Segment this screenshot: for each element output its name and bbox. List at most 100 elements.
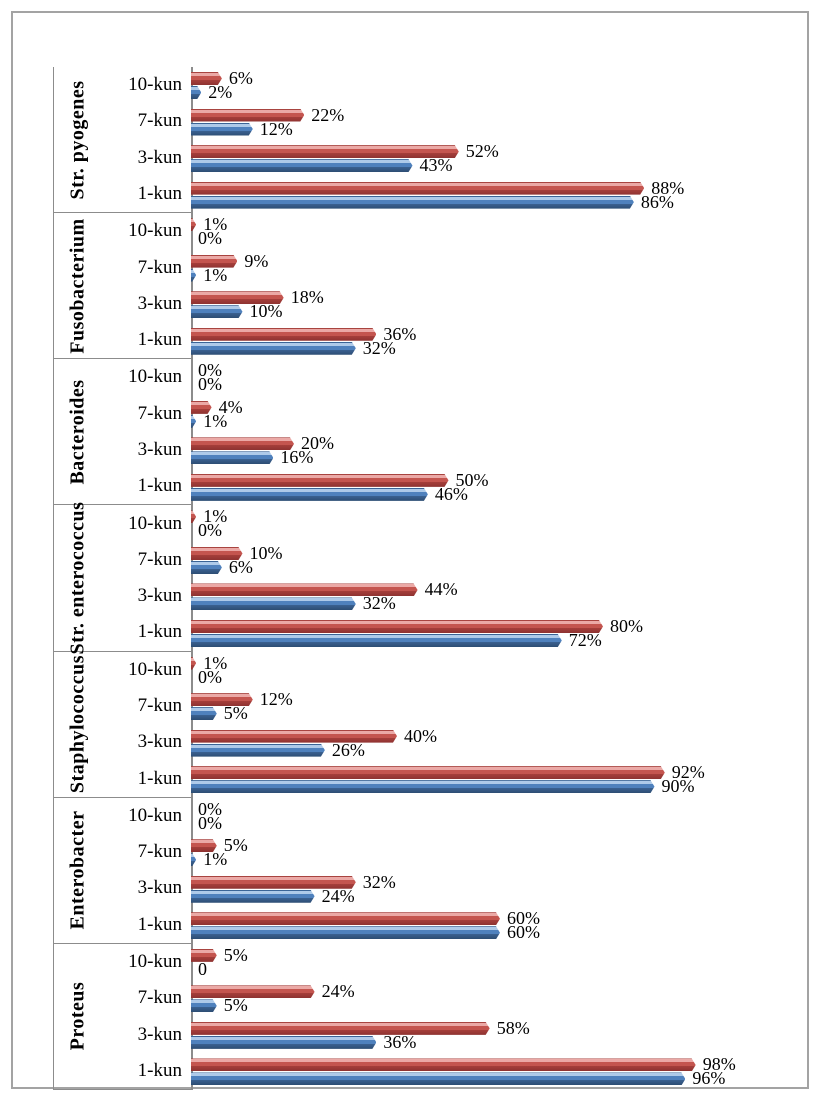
blue-bar xyxy=(191,488,428,501)
category-label: 3-kun xyxy=(137,731,182,753)
red-bar xyxy=(191,876,356,889)
red-value-label: 1% xyxy=(203,506,228,527)
blue-bar xyxy=(191,780,655,793)
group-label: Proteus xyxy=(66,982,89,1051)
category-label: 7-kun xyxy=(137,841,182,863)
plot-area: 1% 0% 10% 6% 44% 32% 80% 72% xyxy=(191,505,795,651)
blue-bar xyxy=(191,415,196,428)
blue-bar xyxy=(191,451,273,464)
red-value-label: 22% xyxy=(311,104,345,125)
red-bar xyxy=(191,218,196,231)
blue-bar xyxy=(191,853,196,866)
category-label: 7-kun xyxy=(137,256,182,278)
red-value-label: 5% xyxy=(223,944,248,965)
red-bar xyxy=(191,291,284,304)
blue-value-label: 24% xyxy=(321,885,355,906)
red-value-label: 50% xyxy=(455,469,489,490)
bar-pair-row: 44% 32% xyxy=(191,578,795,615)
red-value-label: 18% xyxy=(290,287,324,308)
chart-outer-frame: Str. pyogenes 10-kun 7-kun 3-kun 1-kun 6% 2% 22… xyxy=(11,11,809,1090)
red-bar xyxy=(191,657,196,670)
red-value-label: 58% xyxy=(496,1017,530,1038)
blue-value-label: 1% xyxy=(203,849,228,870)
blue-value-label: 1% xyxy=(203,410,228,431)
red-bar xyxy=(191,72,222,85)
red-bar xyxy=(191,145,459,158)
category-label: 3-kun xyxy=(137,146,182,168)
red-value-label: 12% xyxy=(259,689,293,710)
red-value-label: 52% xyxy=(465,141,499,162)
plot-area: 5% 0 24% 5% 58% 36% 98% 96% xyxy=(191,944,795,1090)
group-label-cell: Fusobacterium 10-kun 7-kun 3-kun 1-kun xyxy=(53,213,191,360)
blue-value-label: 43% xyxy=(419,155,453,176)
red-value-label: 1% xyxy=(203,652,228,673)
blue-value-label: 0% xyxy=(198,666,222,687)
red-value-label: 20% xyxy=(301,433,334,454)
category-label: 3-kun xyxy=(137,877,182,899)
plot-area: 6% 2% 22% 12% 52% 43% 88% 86% xyxy=(191,67,795,213)
bar-pair-row: 1% 0% xyxy=(191,213,795,250)
red-value-label: 4% xyxy=(218,396,243,417)
red-value-label: 80% xyxy=(610,616,643,637)
bar-pair-row: 92% 90% xyxy=(191,761,795,798)
group-label: Staphylococcus xyxy=(66,655,89,794)
blue-value-label: 46% xyxy=(434,483,468,504)
blue-bar xyxy=(191,707,217,720)
category-axis-line xyxy=(191,67,193,1090)
group-label: Str. enterococcus xyxy=(66,501,89,655)
category-label: 7-kun xyxy=(137,548,182,570)
red-value-label: 44% xyxy=(424,579,458,600)
category-label: 7-kun xyxy=(137,694,182,716)
red-bar xyxy=(191,693,253,706)
blue-value-label: 2% xyxy=(208,82,233,102)
group-label: Bacteroides xyxy=(66,379,89,485)
category-label: 7-kun xyxy=(137,987,182,1009)
red-value-label: 0% xyxy=(198,360,222,381)
red-value-label: 6% xyxy=(228,68,253,88)
bacteria-group: Proteus 10-kun 7-kun 3-kun 1-kun 5% 0 24% 5% 58% 3… xyxy=(53,943,795,1090)
red-value-label: 9% xyxy=(244,250,269,271)
red-bar xyxy=(191,912,500,925)
bar-pair-row: 52% 43% xyxy=(191,140,795,177)
bar-pair-row: 10% 6% xyxy=(191,542,795,579)
blue-bar xyxy=(191,597,356,610)
red-value-label: 60% xyxy=(507,908,540,929)
category-label: 7-kun xyxy=(137,402,182,424)
red-bar xyxy=(191,547,243,560)
bar-pair-row: 20% 16% xyxy=(191,432,795,469)
category-label: 10-kun xyxy=(128,658,182,680)
red-value-label: 36% xyxy=(383,323,417,344)
bacteria-group: Str. pyogenes 10-kun 7-kun 3-kun 1-kun 6% 2% 22… xyxy=(53,67,795,214)
plot-area: 0% 0% 5% 1% 32% 24% 60% 60% xyxy=(191,798,795,944)
chart: Str. pyogenes 10-kun 7-kun 3-kun 1-kun 6% 2% 22… xyxy=(53,67,795,1090)
blue-value-label: 0% xyxy=(198,228,222,249)
bacteria-group: Enterobacter 10-kun 7-kun 3-kun 1-kun 0% 0% 5% 1… xyxy=(53,797,795,944)
blue-bar xyxy=(191,561,222,574)
group-label-cell: Str. pyogenes 10-kun 7-kun 3-kun 1-kun xyxy=(53,67,191,214)
blue-value-label: 5% xyxy=(223,703,248,724)
group-label-cell: Proteus 10-kun 7-kun 3-kun 1-kun xyxy=(53,943,191,1090)
group-label-cell: Str. enterococcus 10-kun 7-kun 3-kun 1-kun xyxy=(53,502,191,654)
blue-value-label: 60% xyxy=(507,922,540,943)
category-label: 3-kun xyxy=(137,292,182,314)
group-label-cell: Staphylococcus 10-kun 7-kun 3-kun 1-kun xyxy=(53,651,191,798)
category-labels: 10-kun 7-kun 3-kun 1-kun xyxy=(98,213,191,358)
red-bar xyxy=(191,109,304,122)
blue-bar xyxy=(191,86,201,99)
red-bar xyxy=(191,474,449,487)
bar-pair-row: 12% 5% xyxy=(191,688,795,725)
blue-bar xyxy=(191,999,217,1012)
red-bar xyxy=(191,182,644,195)
red-bar xyxy=(191,328,376,341)
red-bar xyxy=(191,510,196,523)
category-label: 1-kun xyxy=(137,475,182,497)
group-label: Str. pyogenes xyxy=(66,80,89,200)
blue-value-label: 32% xyxy=(362,593,396,614)
bar-pair-row: 50% 46% xyxy=(191,469,795,506)
red-bar xyxy=(191,730,397,743)
blue-value-label: 1% xyxy=(203,264,228,285)
bar-pair-row: 9% 1% xyxy=(191,250,795,287)
blue-value-label: 0% xyxy=(198,374,222,395)
blue-value-label: 16% xyxy=(280,447,314,468)
red-bar xyxy=(191,766,665,779)
